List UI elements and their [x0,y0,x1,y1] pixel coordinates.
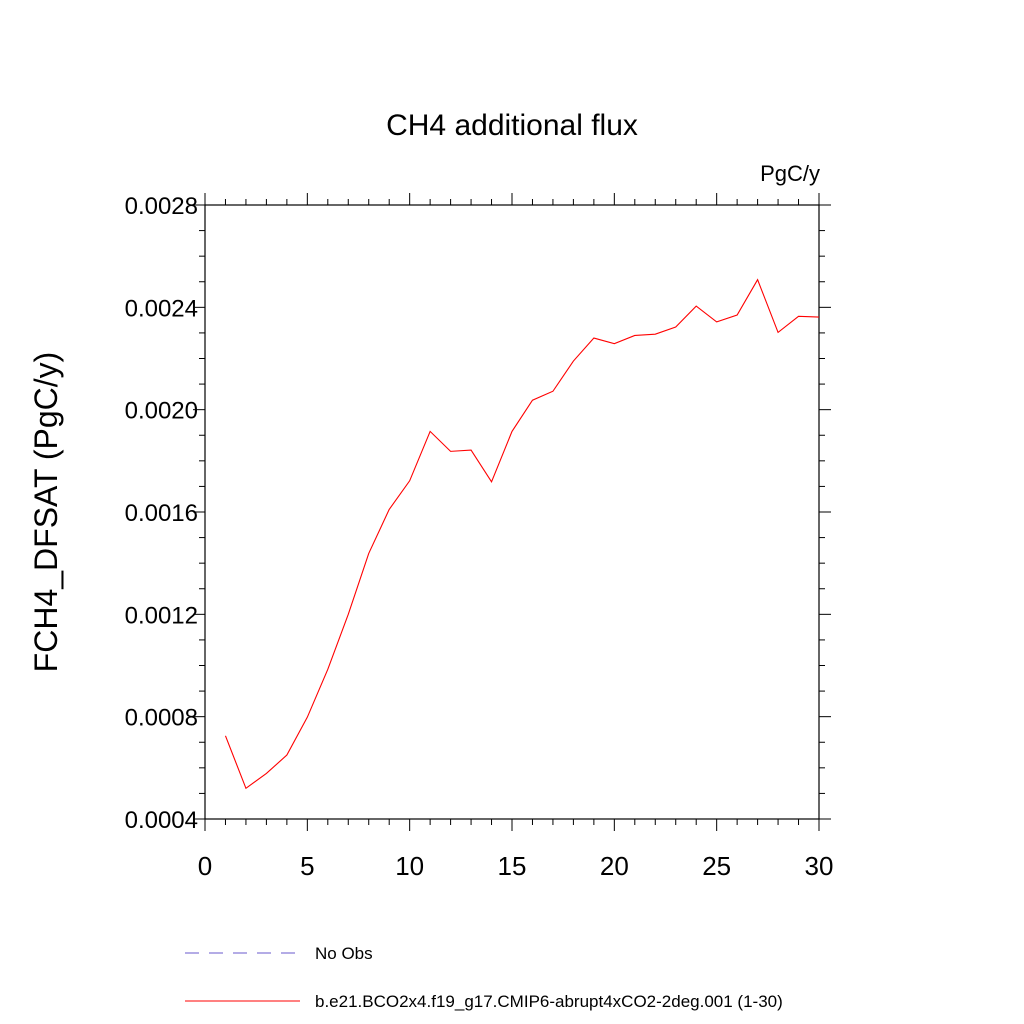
axis-ticks [193,193,831,831]
series-line [224,278,820,790]
x-tick-label: 0 [198,851,212,881]
plot-frame [204,204,820,820]
y-tick-label: 0.0004 [125,807,198,834]
legend-label: No Obs [315,944,373,963]
y-tick-label: 0.0012 [125,602,198,629]
units-label: PgC/y [760,161,820,186]
x-tick-label: 5 [300,851,314,881]
axis-tick-labels: 0 5 10 15 20 25 30 0.0004 0.0008 0.0012 0.0016 0.00… [125,193,834,881]
y-tick-label: 0.0008 [125,705,198,732]
x-tick-label: 30 [805,851,834,881]
legend-label: b.e21.BCO2x4.f19_g17.CMIP6-abrupt4xCO2-2… [315,992,783,1011]
x-tick-label: 15 [498,851,527,881]
y-tick-label: 0.0016 [125,500,198,527]
legend: No Obs b.e21.BCO2x4.f19_g17.CMIP6-abrupt4… [185,944,783,1011]
data-series [224,278,820,790]
x-tick-label: 20 [600,851,629,881]
chart-title: CH4 additional flux [386,109,638,142]
x-tick-label: 25 [702,851,731,881]
y-axis-label: FCH4_DFSAT (PgC/y) [28,352,64,673]
y-tick-label: 0.0028 [125,193,198,220]
y-tick-label: 0.0020 [125,398,198,425]
x-tick-label: 10 [395,851,424,881]
y-tick-label: 0.0024 [125,295,198,322]
